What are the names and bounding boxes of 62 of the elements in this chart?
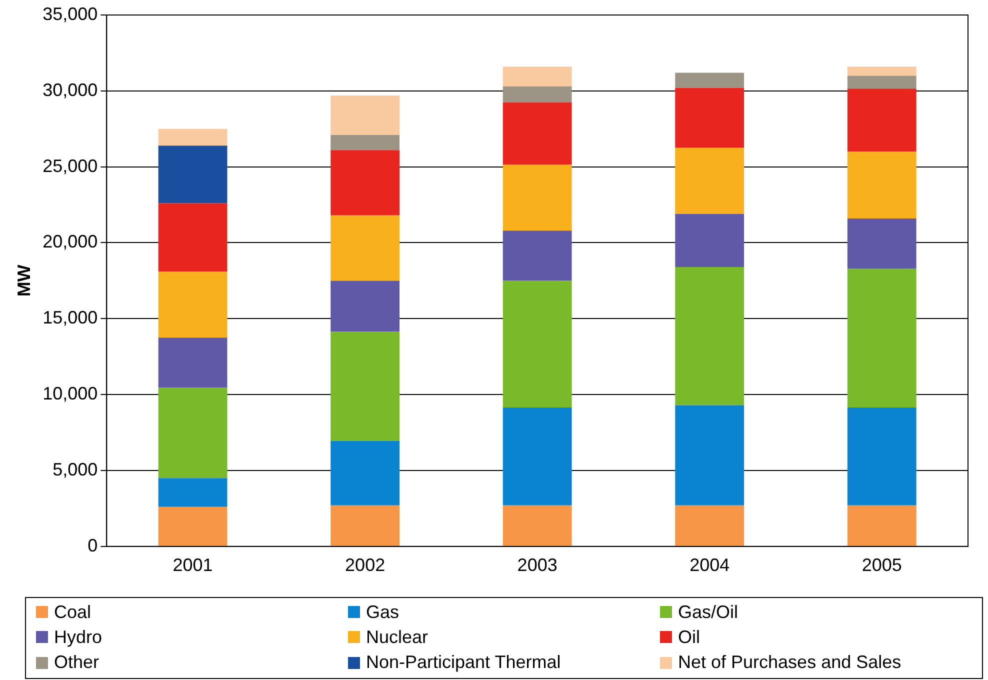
bar: [847, 218, 916, 269]
bar: [675, 88, 744, 148]
bar: [330, 150, 400, 216]
bar: [502, 102, 572, 165]
bar: [847, 88, 916, 152]
bar: [330, 505, 400, 546]
bar: [502, 280, 572, 408]
bar: [330, 280, 400, 332]
y-tick-label: 30,000: [42, 80, 98, 100]
legend-label: Gas: [366, 602, 400, 622]
legend-label: Oil: [678, 626, 700, 648]
bar: [158, 203, 228, 272]
legend-label: Non-Participant Thermal: [366, 652, 561, 674]
bar: [675, 214, 744, 268]
x-tick-label: 2004: [690, 555, 730, 576]
y-tick-label: 0: [88, 535, 98, 556]
y-tick-label: 5,000: [52, 459, 98, 480]
y-tick-label: 25,000: [42, 156, 98, 176]
bar: [158, 388, 228, 478]
bar: [330, 332, 400, 441]
bar: [847, 407, 916, 506]
bar: [847, 268, 916, 408]
bar: [158, 506, 228, 546]
legend-label: Hydro: [54, 626, 102, 648]
bar: [675, 148, 744, 214]
bar: [847, 76, 916, 89]
legend-label: Gas/Oil: [678, 602, 738, 622]
legend-label: Other: [54, 652, 100, 674]
bar: [502, 164, 572, 231]
bar: [158, 272, 228, 338]
legend-label: Net of Purchases and Sales: [678, 652, 902, 674]
bar: [675, 72, 744, 88]
bar: [330, 95, 400, 135]
bar: [158, 146, 228, 204]
x-tick-label: 2005: [862, 555, 902, 576]
bar: [502, 230, 572, 281]
y-tick-label: 20,000: [42, 232, 98, 252]
bar: [675, 505, 744, 546]
bar: [158, 338, 228, 388]
x-tick-label: 2003: [517, 555, 558, 576]
bar: [330, 134, 400, 150]
x-tick-label: 2002: [345, 555, 386, 576]
bar: [330, 215, 400, 281]
legend-label: Coal: [54, 602, 92, 622]
bar: [847, 66, 916, 76]
y-axis-title: MW: [14, 264, 34, 297]
bar: [158, 128, 228, 146]
bar: [330, 440, 400, 506]
bar: [502, 505, 572, 546]
bar: [502, 66, 572, 86]
bar: [847, 505, 916, 546]
bar: [502, 86, 572, 102]
x-tick-label: 2001: [172, 555, 213, 576]
y-tick-label: 15,000: [42, 308, 98, 328]
bar: [675, 267, 744, 406]
bar: [847, 152, 916, 218]
bar: [158, 478, 228, 507]
y-tick-label: 35,000: [42, 4, 98, 24]
legend-label: Nuclear: [366, 626, 428, 648]
bar: [675, 405, 744, 506]
y-tick-label: 10,000: [42, 384, 98, 404]
bar: [502, 407, 572, 506]
